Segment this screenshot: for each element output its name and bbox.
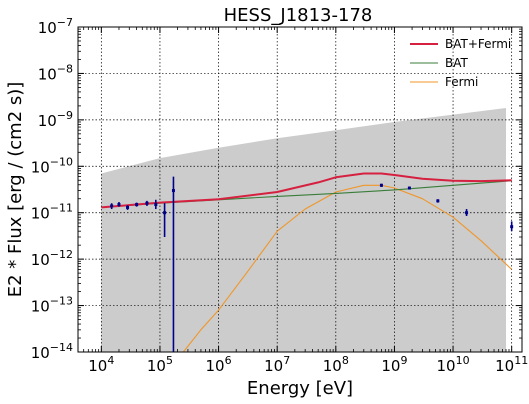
x-tick-base: 10 bbox=[495, 357, 514, 375]
y-tick-label: 10−8 bbox=[38, 62, 73, 83]
data-point-marker bbox=[171, 189, 175, 193]
y-tick-label: 10−9 bbox=[38, 109, 73, 130]
y-tick-exponent: −14 bbox=[50, 341, 73, 354]
plot-frame bbox=[77, 26, 523, 353]
x-tick-label: 105 bbox=[147, 354, 173, 375]
y-tick-base: 10 bbox=[31, 251, 50, 269]
y-tick-base: 10 bbox=[31, 205, 50, 223]
y-tick-label: 10−12 bbox=[31, 248, 73, 269]
x-tick-exponent: 8 bbox=[342, 354, 349, 367]
x-tick-exponent: 11 bbox=[514, 354, 528, 367]
data-point-marker bbox=[465, 211, 469, 215]
data-point-marker bbox=[110, 204, 114, 208]
confidence-band bbox=[101, 108, 507, 352]
y-tick-exponent: −13 bbox=[50, 295, 73, 308]
y-tick-base: 10 bbox=[38, 65, 57, 83]
series-line-bat-fermi bbox=[101, 172, 512, 209]
x-tick-label: 104 bbox=[88, 354, 114, 375]
y-tick-exponent: −7 bbox=[57, 16, 73, 29]
x-tick-exponent: 5 bbox=[166, 354, 173, 367]
data-point-marker bbox=[154, 203, 158, 207]
x-tick-exponent: 10 bbox=[456, 354, 470, 367]
x-tick-base: 10 bbox=[206, 357, 225, 375]
x-tick-exponent: 7 bbox=[283, 354, 290, 367]
data-point-marker bbox=[117, 203, 121, 207]
data-point-marker bbox=[163, 211, 167, 215]
x-tick-base: 10 bbox=[88, 357, 107, 375]
legend-label: BAT bbox=[445, 56, 469, 70]
y-tick-base: 10 bbox=[38, 19, 57, 37]
data-point-marker bbox=[126, 205, 130, 209]
x-tick-base: 10 bbox=[264, 357, 283, 375]
y-tick-label: 10−7 bbox=[38, 16, 73, 37]
x-tick-label: 106 bbox=[206, 354, 232, 375]
x-tick-exponent: 4 bbox=[107, 354, 114, 367]
y-tick-exponent: −12 bbox=[50, 248, 73, 261]
chart-title: HESS_J1813-178 bbox=[224, 5, 373, 26]
x-tick-label: 1010 bbox=[437, 354, 470, 375]
data-point-marker bbox=[135, 203, 139, 207]
y-tick-base: 10 bbox=[31, 344, 50, 362]
y-tick-exponent: −11 bbox=[50, 202, 73, 215]
x-tick-base: 10 bbox=[147, 357, 166, 375]
legend: BAT+Fermi BAT Fermi bbox=[410, 37, 511, 89]
data-point-marker bbox=[510, 225, 514, 229]
x-tick-label: 108 bbox=[323, 354, 349, 375]
y-tick-base: 10 bbox=[31, 158, 50, 176]
x-tick-exponent: 6 bbox=[225, 354, 232, 367]
x-tick-base: 10 bbox=[381, 357, 400, 375]
y-tick-base: 10 bbox=[38, 112, 57, 130]
legend-label: BAT+Fermi bbox=[445, 37, 511, 51]
data-point-marker bbox=[145, 201, 149, 205]
y-axis-label: E2 * Flux [erg / (cm2 s)] bbox=[5, 82, 26, 298]
data-point-marker bbox=[436, 199, 440, 203]
y-tick-exponent: −8 bbox=[57, 62, 73, 75]
y-tick-base: 10 bbox=[31, 298, 50, 316]
y-tick-label: 10−13 bbox=[31, 295, 73, 316]
legend-label: Fermi bbox=[445, 75, 478, 89]
x-tick-label: 1011 bbox=[495, 354, 528, 375]
data-points-layer bbox=[110, 176, 514, 352]
data-point-marker bbox=[379, 183, 383, 187]
y-tick-label: 10−11 bbox=[31, 202, 73, 223]
series-line-fermi bbox=[182, 184, 513, 353]
x-tick-label: 109 bbox=[381, 354, 407, 375]
ticks-layer bbox=[78, 26, 522, 353]
y-tick-exponent: −10 bbox=[50, 155, 73, 168]
x-tick-base: 10 bbox=[437, 357, 456, 375]
series-layer bbox=[101, 172, 513, 353]
x-tick-labels: 104 105 106 107 108 109 1010 1011 bbox=[88, 354, 528, 375]
y-tick-exponent: −9 bbox=[57, 109, 73, 122]
data-point-marker bbox=[407, 186, 411, 190]
x-tick-label: 107 bbox=[264, 354, 290, 375]
x-axis-label: Energy [eV] bbox=[247, 378, 353, 399]
confidence-band-layer bbox=[101, 108, 507, 352]
x-tick-base: 10 bbox=[323, 357, 342, 375]
y-tick-label: 10−10 bbox=[31, 155, 73, 176]
y-tick-label: 10−14 bbox=[31, 341, 73, 362]
x-tick-exponent: 9 bbox=[400, 354, 407, 367]
